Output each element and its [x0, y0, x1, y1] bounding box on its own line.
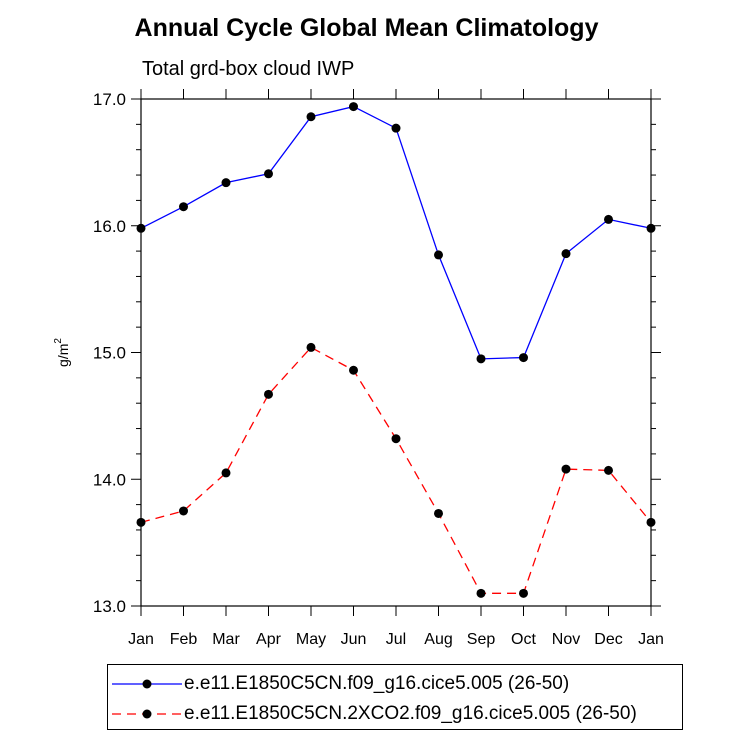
x-tick-label: Jan — [638, 631, 664, 648]
x-tick-label: Apr — [256, 631, 282, 648]
x-tick-label: May — [296, 631, 326, 648]
x-tick-label: Dec — [594, 631, 622, 648]
x-tick-label: Nov — [552, 631, 580, 648]
x-tick-label: Mar — [212, 631, 240, 648]
data-point-0-12 — [646, 223, 656, 233]
y-axis-label: g/m2 — [53, 338, 71, 367]
data-point-0-11 — [604, 214, 613, 224]
data-point-0-6 — [391, 123, 401, 133]
data-point-1-2 — [221, 468, 231, 478]
plot-frame — [140, 98, 652, 607]
data-point-1-7 — [434, 508, 443, 518]
data-point-1-0 — [136, 517, 146, 527]
y-tick-label: 13.0 — [93, 597, 126, 616]
data-point-1-4 — [306, 342, 316, 352]
chart-title: Annual Cycle Global Mean Climatology — [134, 14, 599, 42]
chart-subtitle: Total grd-box cloud IWP — [142, 58, 355, 80]
y-tick-label: 17.0 — [93, 90, 126, 109]
data-point-1-12 — [646, 517, 656, 527]
series-line-1 — [140, 346, 652, 594]
x-tick-label: Jul — [386, 631, 406, 648]
data-point-0-9 — [519, 353, 528, 363]
data-point-1-5 — [349, 365, 358, 375]
legend-entry-1: e.e11.E1850C5CN.2XCO2.f09_g16.cice5.005 … — [108, 698, 682, 728]
data-point-0-0 — [136, 223, 146, 233]
data-point-0-10 — [561, 249, 571, 259]
data-point-0-2 — [221, 178, 231, 188]
data-point-0-4 — [306, 112, 316, 122]
data-point-0-3 — [264, 169, 273, 179]
data-point-1-1 — [179, 506, 188, 516]
y-tick-label: 16.0 — [93, 217, 126, 236]
x-tick-label: Jan — [128, 631, 154, 648]
legend-label-1: e.e11.E1850C5CN.2XCO2.f09_g16.cice5.005 … — [184, 703, 637, 724]
y-tick-label: 14.0 — [93, 470, 126, 489]
data-point-1-9 — [519, 588, 528, 598]
x-tick-label: Feb — [170, 631, 198, 648]
line-chart: 13.0 14.0 15.0 16.0 17.0 Jan Feb Mar Apr May Jun Ju… — [53, 89, 664, 648]
series-line-0 — [140, 105, 652, 360]
legend-symbol-0 — [112, 679, 182, 689]
data-point-1-3 — [264, 389, 273, 399]
data-point-1-6 — [391, 434, 401, 444]
data-point-0-7 — [434, 250, 443, 260]
x-tick-label: Aug — [424, 631, 452, 648]
data-point-0-8 — [476, 354, 486, 364]
x-tick-label: Oct — [511, 631, 536, 648]
data-point-1-11 — [604, 465, 613, 475]
data-point-1-10 — [561, 464, 571, 474]
data-point-0-1 — [179, 202, 188, 212]
legend: e.e11.E1850C5CN.f09_g16.cice5.005 (26-50… — [107, 664, 683, 730]
legend-symbol-1 — [112, 709, 182, 719]
data-point-1-8 — [476, 588, 486, 598]
legend-label-0: e.e11.E1850C5CN.f09_g16.cice5.005 (26-50… — [184, 673, 570, 694]
y-tick-label: 15.0 — [93, 344, 126, 363]
x-tick-label: Jun — [341, 631, 367, 648]
legend-entry-0: e.e11.E1850C5CN.f09_g16.cice5.005 (26-50… — [108, 668, 682, 698]
series-layer — [136, 102, 656, 598]
data-point-0-5 — [349, 102, 358, 112]
axes: 13.0 14.0 15.0 16.0 17.0 Jan Feb Mar Apr May Jun Ju… — [53, 89, 664, 648]
x-tick-label: Sep — [467, 631, 496, 648]
